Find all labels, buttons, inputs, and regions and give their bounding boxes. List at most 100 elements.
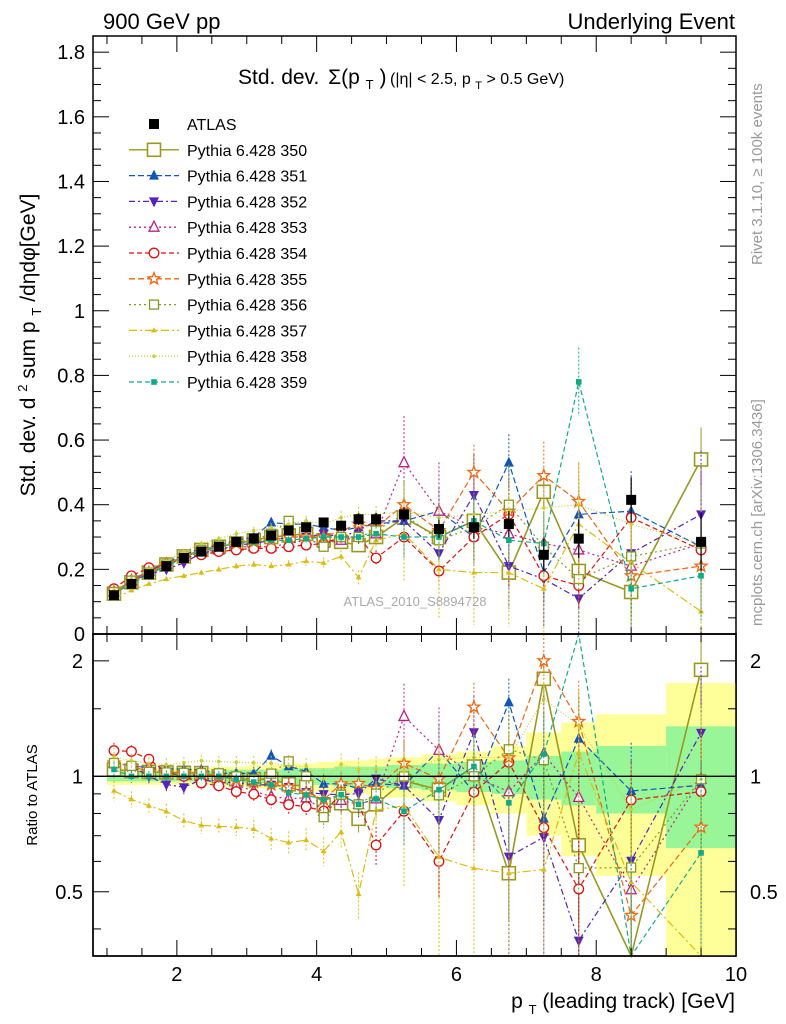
atlas-point <box>213 541 224 552</box>
data-point <box>180 572 187 578</box>
ylabel-b: sum p <box>17 321 40 378</box>
ratio-y-axis-label: Ratio to ATLAS <box>24 744 41 845</box>
data-point <box>540 585 547 591</box>
ratio-series-pythia-6-428-357 <box>110 691 702 957</box>
legend-marker <box>151 327 157 333</box>
x-tick-label: 6 <box>451 964 462 986</box>
data-point <box>437 515 441 520</box>
ratio-point <box>233 776 240 783</box>
ratio-point <box>303 837 310 843</box>
data-point <box>435 566 442 572</box>
ratio-point <box>503 696 514 707</box>
data-point <box>339 515 343 520</box>
ratio-line <box>113 715 702 891</box>
legend-label: Pythia 6.428 358 <box>187 349 307 366</box>
ratio-point <box>230 786 242 798</box>
title-cut-a: (|η| < 2.5, p <box>390 71 471 88</box>
data-point <box>401 534 407 540</box>
legend-label: Pythia 6.428 353 <box>187 220 307 237</box>
ratio-point <box>250 826 257 832</box>
data-point <box>575 379 582 385</box>
data-point <box>198 569 205 575</box>
ratio-point <box>250 779 257 785</box>
x-tick-label: 10 <box>725 964 747 986</box>
ratio-point <box>698 850 704 856</box>
y-tick-label: 0.4 <box>57 495 85 517</box>
ratio-point <box>110 787 117 793</box>
data-point <box>576 502 581 507</box>
data-point <box>145 580 152 586</box>
title-sigma-close: ) <box>379 66 386 89</box>
data-point <box>163 576 170 582</box>
ratio-point <box>350 775 367 790</box>
data-point <box>466 464 482 479</box>
ratio-point <box>339 762 343 767</box>
ratio-y-tick-label-right: 1 <box>750 766 761 788</box>
data-point <box>541 506 546 510</box>
ratio-point <box>436 786 442 793</box>
atlas-point <box>248 533 259 544</box>
data-point <box>320 534 327 540</box>
title-cut-sub: T <box>475 80 482 92</box>
ratio-point <box>178 783 189 794</box>
ratio-point <box>471 763 477 770</box>
atlas-point <box>696 536 707 547</box>
xlabel-b: (leading track) [GeV] <box>542 990 735 1013</box>
ratio-point <box>286 764 291 769</box>
data-point <box>182 549 186 554</box>
legend-label: Pythia 6.428 359 <box>187 375 307 392</box>
series-line <box>113 381 702 595</box>
data-point <box>505 569 512 575</box>
ratio-point <box>541 697 546 701</box>
ratio-point <box>373 796 379 802</box>
ratio-point <box>370 839 382 851</box>
data-point <box>250 561 257 567</box>
ratio-point <box>373 806 380 812</box>
legend-marker <box>151 379 157 385</box>
data-point <box>268 563 275 569</box>
ratio-point <box>629 807 633 812</box>
atlas-point <box>126 578 137 589</box>
ratio-point <box>234 760 239 765</box>
data-point <box>472 512 476 517</box>
data-point <box>370 552 382 564</box>
y-tick-label: 0.6 <box>57 430 85 452</box>
data-point <box>320 559 327 565</box>
ratio-line <box>113 697 702 811</box>
ratio-y-tick-label-left: 0.5 <box>55 882 83 904</box>
y-tick-label: 0.8 <box>57 365 85 387</box>
data-point <box>629 522 633 526</box>
ratio-plot-series <box>93 633 736 959</box>
ratio-point <box>182 760 186 765</box>
atlas-point <box>196 546 207 557</box>
ratio-point <box>269 761 274 765</box>
ratio-point <box>217 759 221 764</box>
data-point <box>698 608 705 614</box>
ylabel-sub: T <box>29 308 44 316</box>
atlas-point <box>266 530 277 541</box>
header-left: 900 GeV pp <box>103 9 220 34</box>
atlas-point <box>371 514 382 525</box>
data-point <box>234 531 239 536</box>
ratio-point <box>401 808 407 815</box>
ratio-point <box>285 789 292 796</box>
data-point <box>285 561 292 567</box>
ratio-point <box>266 749 277 760</box>
ratio-point <box>283 799 295 811</box>
legend-entry: Pythia 6.428 358 <box>129 349 307 366</box>
ratio-point <box>265 794 277 806</box>
y-tick-label: 1 <box>74 301 85 323</box>
ratio-axes: 0.5 1 2 0.5 1 2 2 4 6 8 10 <box>55 633 778 986</box>
ratio-point <box>507 755 511 760</box>
ratio-point <box>304 764 308 769</box>
x-tick-label: 8 <box>591 964 602 986</box>
ratio-point <box>320 848 327 854</box>
x-axis-label: p T (leading track) [GeV] <box>511 990 735 1019</box>
ratio-point <box>268 835 275 841</box>
ylabel-sup: 2 <box>15 384 30 391</box>
ratio-point <box>506 800 512 806</box>
title-cut-b: > 0.5 GeV) <box>486 71 564 88</box>
ratio-point <box>111 766 117 773</box>
ratio-point <box>163 808 170 814</box>
legend-entry: Pythia 6.428 352 <box>129 194 307 211</box>
